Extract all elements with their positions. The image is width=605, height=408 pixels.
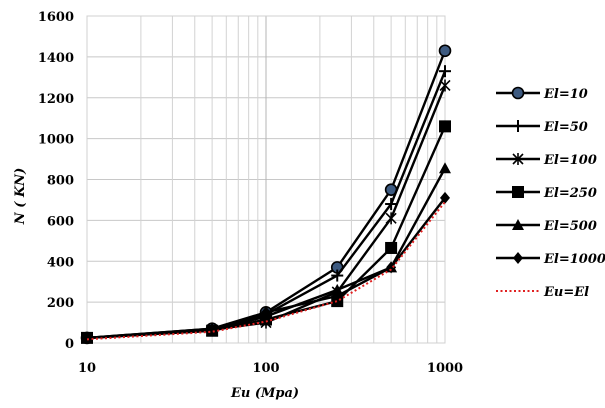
data-point bbox=[82, 331, 92, 344]
legend-label: El=250 bbox=[543, 186, 597, 201]
y-tick-label: 1200 bbox=[38, 92, 74, 107]
x-tick-label: 100 bbox=[252, 361, 279, 376]
legend-marker bbox=[511, 86, 525, 100]
legend-label: El=50 bbox=[543, 120, 588, 135]
legend-item: El=50 bbox=[496, 120, 588, 135]
legend-item: El=250 bbox=[496, 186, 597, 201]
data-point bbox=[331, 269, 344, 282]
legend-marker bbox=[512, 186, 524, 198]
data-point bbox=[386, 261, 397, 274]
y-tick-label: 1400 bbox=[38, 51, 74, 66]
data-point bbox=[331, 283, 344, 295]
data-point bbox=[261, 306, 271, 319]
legend-label: El=100 bbox=[543, 153, 597, 168]
data-point bbox=[439, 79, 451, 92]
data-point bbox=[440, 191, 450, 204]
legend-marker bbox=[512, 120, 524, 132]
data-point bbox=[385, 241, 398, 254]
grid bbox=[86, 15, 446, 344]
data-point bbox=[207, 324, 218, 337]
plot-area bbox=[86, 15, 446, 344]
x-tick-label: 1000 bbox=[427, 361, 463, 376]
legend-item: El=500 bbox=[496, 219, 597, 234]
series-eu-el bbox=[86, 201, 446, 341]
x-tick-labels: 10 100 1000 bbox=[78, 361, 463, 376]
data-point bbox=[439, 162, 451, 174]
y-tick-label: 0 bbox=[65, 337, 74, 352]
series-layer bbox=[80, 44, 452, 345]
y-tick-label: 400 bbox=[47, 255, 74, 270]
y-tick-label: 1600 bbox=[38, 10, 74, 25]
legend-label: El=10 bbox=[543, 87, 588, 102]
legend-marker bbox=[513, 252, 523, 264]
y-tick-label: 600 bbox=[47, 214, 74, 229]
data-point bbox=[439, 65, 451, 78]
y-tick-label: 800 bbox=[47, 174, 74, 189]
data-point bbox=[385, 198, 398, 211]
legend-label: El=1000 bbox=[543, 252, 605, 267]
y-tick-labels: 0 200 400 600 800 1000 1200 1400 1600 bbox=[38, 10, 74, 352]
x-tick-label: 10 bbox=[78, 361, 96, 376]
x-axis-title: Eu (Mpa) bbox=[230, 386, 299, 401]
series-line bbox=[86, 201, 446, 341]
legend-item: El=100 bbox=[496, 153, 597, 168]
legend-marker bbox=[512, 153, 524, 165]
legend-item: Eu=El bbox=[496, 285, 589, 300]
data-point bbox=[439, 120, 451, 133]
data-point bbox=[385, 212, 397, 225]
y-tick-label: 1000 bbox=[38, 133, 74, 148]
y-tick-label: 200 bbox=[47, 296, 74, 311]
legend-label: El=500 bbox=[543, 219, 597, 234]
y-axis-title: N ( KN) bbox=[13, 168, 28, 225]
legend-label: Eu=El bbox=[543, 285, 589, 300]
series-line bbox=[86, 197, 446, 340]
data-point bbox=[438, 44, 452, 58]
legend-marker bbox=[512, 219, 524, 230]
legend: El=10 El=50 El=100 El=250 El=500 El=1000 Eu=El bbox=[496, 86, 605, 300]
legend-item: El=1000 bbox=[496, 252, 605, 267]
series-el-1000 bbox=[82, 191, 450, 344]
legend-item: El=10 bbox=[496, 86, 588, 102]
